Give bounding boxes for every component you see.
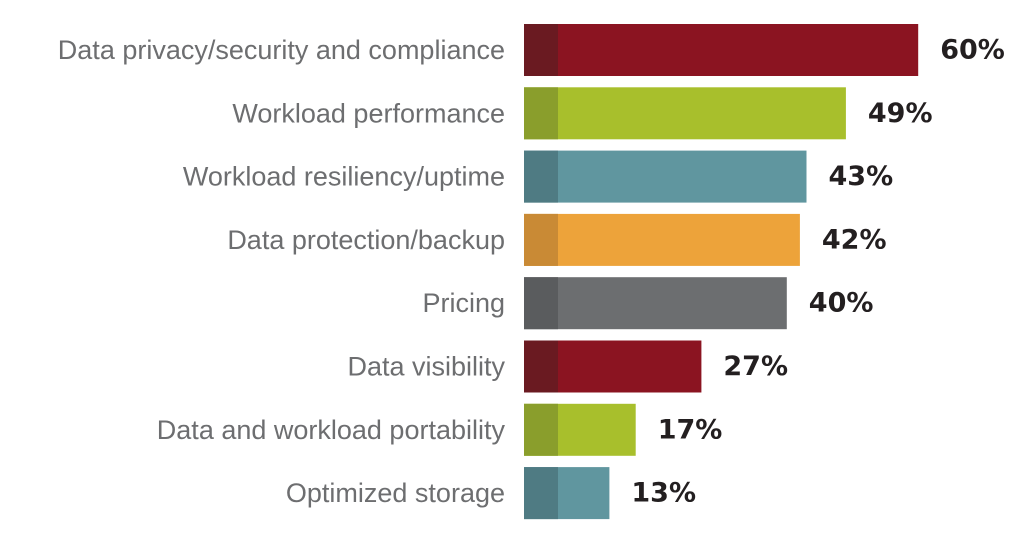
value-label: 60%: [940, 35, 1005, 66]
bar-accent-segment: [524, 403, 558, 456]
category-label: Workload performance: [232, 98, 505, 128]
bar: [524, 277, 787, 330]
value-label: 40%: [809, 288, 874, 319]
bar-accent-segment: [524, 87, 558, 140]
bar-accent-segment: [524, 467, 558, 520]
bars-group: [524, 24, 919, 520]
bar-accent-segment: [524, 213, 558, 266]
value-label: 49%: [868, 98, 933, 129]
category-label: Optimized storage: [286, 478, 505, 508]
bar: [524, 87, 846, 140]
category-label: Pricing: [422, 288, 505, 318]
category-label: Data privacy/security and compliance: [58, 35, 505, 65]
bar-accent-segment: [524, 150, 558, 203]
bar: [524, 24, 919, 76]
bar: [524, 150, 807, 203]
bar-accent-segment: [524, 340, 558, 393]
bar-accent-segment: [524, 24, 558, 76]
category-label: Workload resiliency/uptime: [183, 162, 505, 192]
bar-accent-segment: [524, 277, 558, 330]
category-label: Data visibility: [347, 352, 505, 382]
category-label: Data protection/backup: [227, 225, 505, 255]
category-labels-group: Data privacy/security and compliance Work…: [58, 35, 506, 508]
category-label: Data and workload portability: [157, 415, 506, 445]
value-label: 43%: [829, 161, 894, 192]
value-labels-group: 60% 49% 43% 42% 40% 27% 17% 13%: [631, 35, 1004, 509]
value-label: 27%: [723, 351, 788, 382]
value-label: 17%: [658, 414, 723, 445]
value-label: 13%: [631, 478, 696, 509]
bar: [524, 213, 800, 266]
value-label: 42%: [822, 224, 887, 255]
